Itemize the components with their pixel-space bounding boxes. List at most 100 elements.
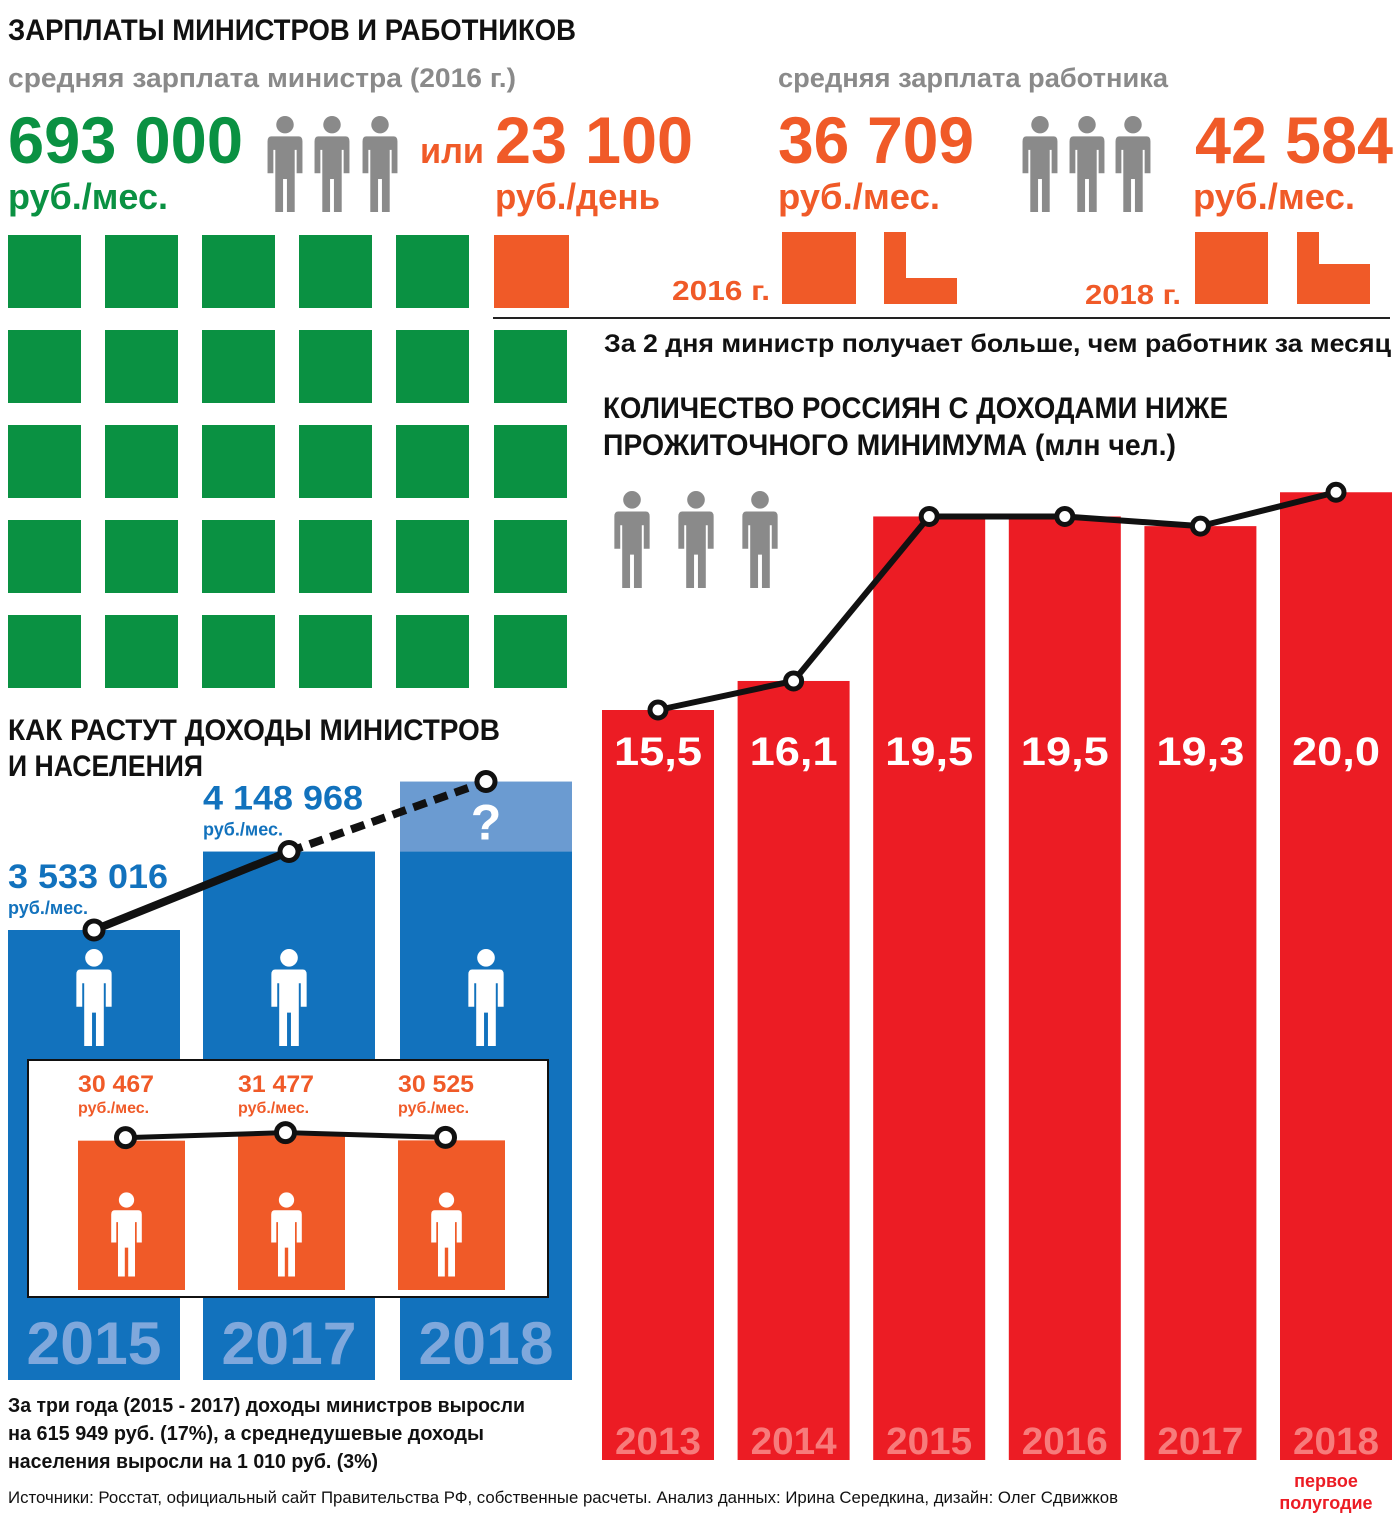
day-square <box>8 425 81 498</box>
trend-point <box>1189 515 1211 537</box>
trend-point <box>1054 505 1076 527</box>
bar <box>1280 492 1392 1460</box>
day-square <box>299 425 372 498</box>
chart-title: КОЛИЧЕСТВО РОССИЯН С ДОХОДАМИ НИЖЕ <box>603 392 1228 425</box>
trend-line <box>657 678 795 713</box>
value-label: 4 148 968 <box>203 780 363 818</box>
day-square <box>202 235 275 308</box>
trend-line <box>92 847 291 934</box>
trend-line <box>1199 489 1337 530</box>
worker-2016: 36 709 <box>778 103 974 177</box>
day-square <box>494 615 567 688</box>
bar <box>1008 516 1121 1460</box>
trend-line <box>1064 513 1201 530</box>
bar <box>873 516 986 1460</box>
day-square <box>202 425 275 498</box>
day-square <box>8 330 81 403</box>
poverty-icons <box>614 490 778 588</box>
day-square <box>202 330 275 403</box>
day-square <box>8 615 81 688</box>
partial-square <box>1297 232 1370 304</box>
trend-point <box>647 699 669 721</box>
trend-point <box>918 505 940 527</box>
population-line <box>125 1130 286 1141</box>
trend-point <box>82 918 106 942</box>
partial-square <box>884 232 957 304</box>
day-square <box>8 235 81 308</box>
day-square <box>299 615 372 688</box>
population-line <box>285 1130 446 1140</box>
day-square <box>105 425 178 498</box>
trend-point <box>474 770 498 794</box>
x-tick-label: 2013 <box>615 1421 701 1463</box>
trend-point <box>1325 481 1347 503</box>
minister-bar-unknown <box>400 781 572 852</box>
day-square <box>202 520 275 593</box>
day-square <box>299 520 372 593</box>
day-square <box>105 520 178 593</box>
day-square <box>299 235 372 308</box>
chart-title: КАК РАСТУТ ДОХОДЫ МИНИСТРОВ <box>8 714 500 747</box>
value-label: 19,5 <box>1021 730 1109 774</box>
day-square <box>396 330 469 403</box>
bar <box>1144 526 1257 1460</box>
sources: Источники: Росстат, официальный сайт Пра… <box>8 1488 1118 1507</box>
minister-daily-unit: руб./день <box>495 176 660 217</box>
missing-label: ? <box>471 795 502 851</box>
population-point <box>434 1125 457 1149</box>
value-unit: руб./мес. <box>398 1100 469 1117</box>
bar <box>602 710 714 1460</box>
day-square <box>396 425 469 498</box>
day-square-daily <box>494 235 569 308</box>
bar-note: первое <box>1294 1471 1358 1491</box>
x-tick-label: 2015 <box>27 1310 162 1377</box>
chart-title: И НАСЕЛЕНИЯ <box>8 750 203 783</box>
value-label: 31 477 <box>238 1071 314 1098</box>
note: За три года (2015 - 2017) доходы министр… <box>8 1395 525 1417</box>
trend-line <box>791 514 932 683</box>
value-label: 3 533 016 <box>8 858 168 896</box>
x-tick-label: 2018 <box>1293 1421 1379 1463</box>
note: на 615 949 руб. (17%), а среднедушевые д… <box>8 1423 484 1445</box>
x-tick-label: 2017 <box>222 1310 357 1377</box>
day-square <box>105 615 178 688</box>
chart-title: ПРОЖИТОЧНОГО МИНИМУМА (млн чел.) <box>603 429 1176 462</box>
square <box>1195 232 1268 304</box>
worker-2016-year: 2016 г. <box>672 275 770 306</box>
note: населения выросли на 1 010 руб. (3%) <box>8 1451 378 1473</box>
square <box>782 232 856 304</box>
trend-point <box>277 840 301 864</box>
x-tick-label: 2014 <box>751 1421 837 1463</box>
day-square <box>494 425 567 498</box>
day-square <box>494 330 567 403</box>
day-square <box>202 615 275 688</box>
day-square <box>396 235 469 308</box>
comparison: За 2 дня министр получает больше, чем ра… <box>604 330 1392 358</box>
x-tick-label: 2017 <box>1157 1421 1243 1463</box>
x-tick-label: 2016 <box>1022 1421 1108 1463</box>
day-square <box>299 330 372 403</box>
worker-2018-year: 2018 г. <box>1085 279 1181 310</box>
day-square <box>494 520 567 593</box>
minister-daily: 23 100 <box>495 103 693 177</box>
value-label: 20,0 <box>1292 730 1380 774</box>
minister-icons <box>267 115 398 212</box>
minister-monthly-unit: руб./мес. <box>8 176 168 217</box>
worker-label: средняя зарплата работника <box>778 63 1169 93</box>
day-square <box>396 520 469 593</box>
bar-note: полугодие <box>1279 1493 1372 1513</box>
value-unit: руб./мес. <box>78 1100 149 1117</box>
x-tick-label: 2015 <box>886 1421 972 1463</box>
value-label: 15,5 <box>614 730 702 774</box>
population-point <box>274 1121 297 1145</box>
value-label: 19,5 <box>885 730 973 774</box>
value-unit: руб./мес. <box>238 1100 309 1117</box>
worker-2016-unit: руб./мес. <box>778 176 940 217</box>
value-label: 30 525 <box>398 1071 474 1098</box>
value-label: 19,3 <box>1156 730 1244 774</box>
trend-line <box>287 777 488 856</box>
value-label: 30 467 <box>78 1071 154 1098</box>
day-square <box>396 615 469 688</box>
population-point <box>114 1126 137 1150</box>
